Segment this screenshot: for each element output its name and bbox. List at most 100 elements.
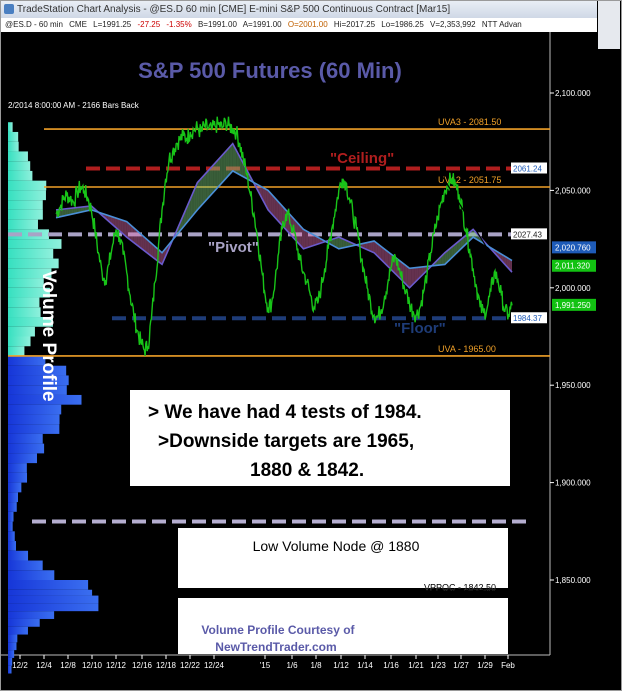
- volume-bar: [8, 141, 19, 152]
- info-pct: -1.35%: [166, 20, 192, 29]
- cloud-band: [218, 157, 221, 187]
- cloud-band: [227, 147, 230, 177]
- cloud-band: [305, 230, 307, 249]
- cloud-band: [453, 243, 456, 256]
- cloud-band: [464, 235, 467, 246]
- symbol-info-bar: @ES.D - 60 min CME L=1991.25 -27.25 -1.3…: [1, 18, 597, 32]
- cloud-band: [200, 176, 203, 206]
- info-low: Lo=1986.25: [381, 20, 424, 29]
- volume-bar: [8, 346, 25, 356]
- cloud-band: [310, 233, 313, 247]
- level-axis-box: [511, 228, 547, 240]
- volume-bar: [8, 151, 28, 162]
- volume-bar: [8, 375, 69, 386]
- info-high: Hi=2017.25: [333, 20, 376, 29]
- cloud-band: [388, 251, 391, 269]
- x-tick-label: 12/22: [180, 661, 201, 670]
- cloud-band: [133, 227, 136, 244]
- price-line: [55, 116, 513, 356]
- chart-title: S&P 500 Futures (60 Min): [138, 58, 402, 83]
- cloud-band: [114, 217, 117, 228]
- cloud-band: [370, 241, 373, 252]
- cloud-band: [264, 188, 267, 207]
- cloud-band: [276, 200, 279, 222]
- lvn-label: Low Volume Node @ 1880: [253, 538, 420, 554]
- level-axis-label: 2027.43: [513, 230, 542, 239]
- cloud-band: [123, 220, 125, 236]
- y-tick-label: 1,900.000: [555, 479, 591, 488]
- cloud-band: [280, 204, 283, 226]
- price-badge-label: 1,991.250: [555, 301, 591, 310]
- volume-bar: [8, 550, 29, 561]
- cloud-band: [135, 229, 138, 246]
- cloud-band: [137, 230, 140, 247]
- cloud-band: [239, 156, 242, 176]
- info-last: L=1991.25: [93, 20, 132, 29]
- x-tick-label: 1/14: [357, 661, 373, 670]
- level-axis-label: 1984.37: [513, 314, 542, 323]
- volume-bar: [8, 502, 17, 512]
- cloud-band: [365, 242, 368, 250]
- cloud-band: [271, 194, 274, 216]
- volume-bar: [8, 443, 45, 454]
- cloud-band: [446, 249, 449, 263]
- cloud-band: [347, 241, 350, 247]
- targets-box: [130, 390, 510, 486]
- cloud-band: [234, 146, 237, 173]
- cloud-band: [142, 235, 145, 251]
- cloud-band: [232, 143, 235, 172]
- volume-bar: [8, 482, 22, 493]
- cloud-band: [225, 149, 228, 179]
- volume-bar: [8, 560, 43, 571]
- volume-bar: [8, 297, 40, 308]
- cloud-band: [299, 225, 302, 247]
- info-symbol[interactable]: @ES.D - 60 min: [5, 20, 63, 29]
- cloud-band: [144, 237, 147, 253]
- cloud-band: [209, 167, 212, 197]
- cloud-band: [215, 161, 217, 191]
- cloud-band: [59, 209, 62, 217]
- cloud-band: [367, 242, 369, 251]
- y-tick-label: 2,050.000: [555, 186, 591, 195]
- cloud-band: [190, 194, 193, 219]
- cloud-band: [368, 241, 371, 252]
- volume-bar: [8, 595, 99, 604]
- cloud-band: [420, 266, 422, 278]
- x-tick-label: 1/27: [453, 661, 469, 670]
- cloud-band: [411, 267, 414, 287]
- info-open: O=2001.00: [287, 20, 328, 29]
- cloud-band: [238, 153, 240, 175]
- cloud-band: [303, 229, 306, 249]
- volume-bar: [8, 642, 17, 651]
- cloud-band: [363, 242, 366, 249]
- x-tick-label: 1/29: [477, 661, 493, 670]
- cloud-band: [119, 219, 122, 233]
- volume-bar: [8, 131, 19, 142]
- ceiling-label: "Ceiling": [330, 150, 394, 167]
- cloud-band: [204, 172, 207, 203]
- volume-bar: [8, 665, 12, 674]
- volume-bar: [8, 492, 18, 503]
- cloud-band: [301, 227, 304, 249]
- cloud-band: [73, 207, 76, 214]
- cloud-band: [121, 219, 124, 235]
- volume-bar: [8, 355, 46, 366]
- window-controls[interactable]: [598, 1, 620, 49]
- cloud-band: [64, 208, 67, 216]
- x-tick-label: 12/10: [82, 661, 103, 670]
- x-tick-label: 12/4: [36, 661, 52, 670]
- window-titlebar: TradeStation Chart Analysis - @ES.D 60 m…: [1, 1, 597, 18]
- cloud-band: [206, 170, 208, 201]
- cloud-band: [312, 234, 315, 246]
- volume-bar: [8, 618, 40, 627]
- cloud-band: [306, 231, 309, 248]
- credit-line-2: NewTrendTrader.com: [215, 640, 336, 654]
- cloud-band: [202, 174, 205, 205]
- cloud-band: [151, 243, 154, 258]
- x-tick-label: 1/6: [286, 661, 298, 670]
- volume-bar: [8, 414, 60, 425]
- cloud-band: [193, 186, 196, 215]
- x-tick-label: Feb: [501, 661, 515, 670]
- volume-bar: [8, 511, 14, 522]
- cloud-band: [379, 245, 382, 260]
